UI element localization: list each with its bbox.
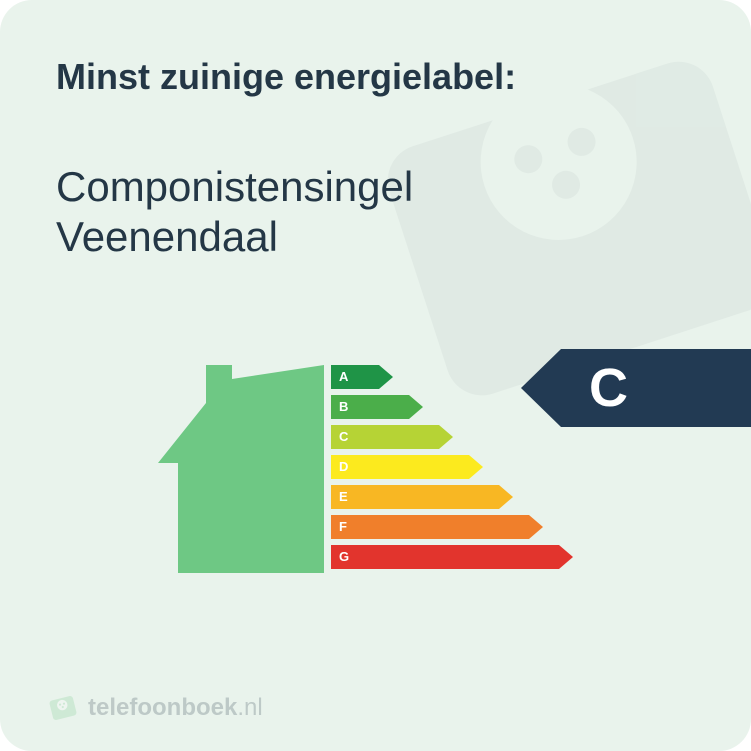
- location-name: Componistensingel Veenendaal: [56, 162, 695, 263]
- selected-label-badge: C: [521, 349, 751, 427]
- bar-label: C: [339, 425, 348, 449]
- brand-name-bold: telefoonboek: [88, 694, 237, 721]
- brand-tld: .nl: [237, 694, 262, 721]
- bar-arrow-icon: [331, 425, 453, 449]
- location-line-2: Veenendaal: [56, 213, 278, 260]
- selector-arrow-icon: [521, 349, 751, 427]
- bar-arrow-icon: [331, 515, 543, 539]
- bar-label: D: [339, 455, 348, 479]
- energy-chart: ABCDEFG C: [56, 343, 695, 593]
- location-line-1: Componistensingel: [56, 163, 413, 210]
- house-icon: [154, 343, 324, 573]
- bar-arrow-icon: [331, 455, 483, 479]
- bar-label: F: [339, 515, 347, 539]
- bar-arrow-icon: [331, 545, 573, 569]
- bar-label: G: [339, 545, 349, 569]
- selected-label-letter: C: [589, 349, 628, 427]
- bar-label: E: [339, 485, 348, 509]
- card-title: Minst zuinige energielabel:: [56, 56, 695, 98]
- bar-arrow-icon: [331, 485, 513, 509]
- footer-brand: telefoonboek.nl: [48, 693, 263, 723]
- bar-label: B: [339, 395, 348, 419]
- bar-label: A: [339, 365, 348, 389]
- brand-text: telefoonboek.nl: [88, 694, 263, 722]
- energy-label-card: Minst zuinige energielabel: Componistens…: [0, 0, 751, 751]
- brand-book-icon: [48, 693, 78, 723]
